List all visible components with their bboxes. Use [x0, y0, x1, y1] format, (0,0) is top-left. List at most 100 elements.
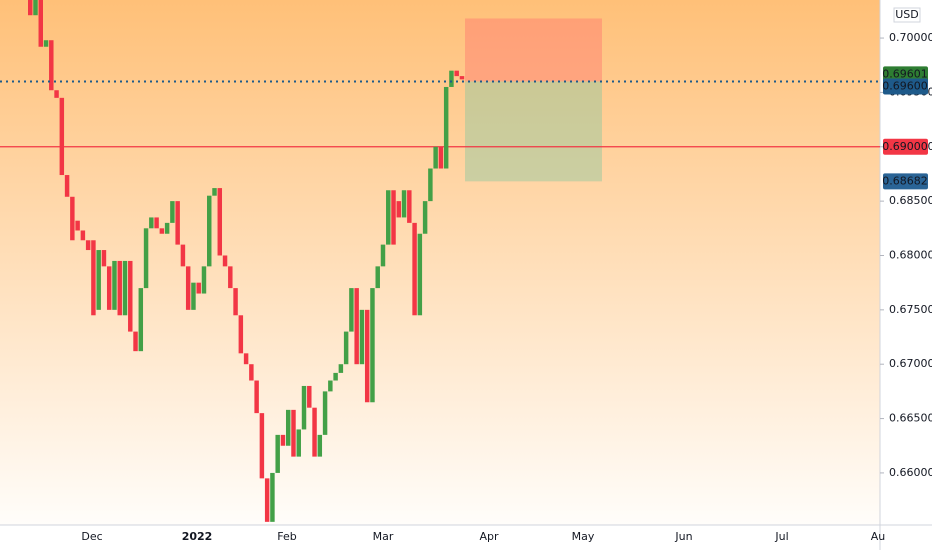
brick: [222, 255, 228, 267]
y-tick-label: 0.68000: [889, 248, 932, 261]
brick: [259, 413, 265, 479]
brick: [322, 391, 328, 435]
brick: [159, 228, 165, 234]
brick: [233, 288, 238, 316]
brick: [375, 266, 380, 289]
brick: [201, 266, 207, 294]
x-tick-label: Jun: [674, 530, 692, 543]
brick: [438, 146, 444, 169]
brick: [249, 364, 254, 381]
target-zone: [465, 18, 602, 82]
x-tick-label: Au: [871, 530, 886, 543]
brick: [417, 233, 423, 316]
brick: [59, 97, 65, 176]
brick: [143, 228, 149, 289]
brick: [422, 201, 428, 234]
brick: [33, 0, 38, 16]
brick: [412, 222, 417, 316]
brick: [386, 190, 391, 245]
brick: [80, 230, 86, 241]
price-label-box: [883, 78, 928, 95]
y-tick-label: 0.66000: [889, 466, 932, 479]
brick: [370, 288, 375, 403]
x-tick-label: May: [572, 530, 595, 543]
y-tick-label: 0.68500: [889, 194, 932, 207]
y-tick-label: 0.67500: [889, 303, 932, 316]
currency-box: [893, 7, 921, 23]
price-label-box: [883, 173, 928, 190]
price-label-box: [883, 138, 928, 155]
brick: [128, 260, 133, 332]
brick: [96, 250, 101, 310]
brick: [138, 288, 144, 352]
brick: [91, 240, 96, 316]
x-tick-label: Jul: [774, 530, 788, 543]
brick: [449, 70, 454, 87]
brick: [275, 434, 280, 473]
brick: [254, 380, 259, 414]
brick: [185, 266, 191, 310]
brick: [280, 434, 286, 446]
price-label: 0.68682: [882, 174, 928, 187]
brick: [291, 409, 296, 457]
brick: [301, 385, 307, 430]
x-tick-label: Feb: [277, 530, 296, 543]
brick: [207, 195, 212, 267]
y-tick-label: 0.67000: [889, 357, 932, 370]
brick: [364, 309, 370, 403]
brick: [122, 260, 128, 316]
brick: [238, 315, 244, 354]
brick: [117, 260, 122, 316]
x-tick-label: 2022: [182, 530, 213, 543]
brick: [312, 407, 317, 457]
brick: [75, 220, 80, 231]
brick: [228, 266, 233, 289]
brick: [175, 201, 180, 245]
brick: [38, 0, 43, 47]
brick: [459, 76, 465, 80]
brick: [243, 353, 249, 365]
price-label: 0.69600: [882, 80, 928, 93]
brick: [391, 190, 396, 245]
currency: USD: [895, 8, 919, 21]
brick: [396, 201, 402, 218]
brick: [54, 90, 59, 98]
brick: [296, 429, 301, 457]
brick: [112, 260, 117, 310]
brick: [333, 372, 338, 381]
brick: [49, 40, 54, 91]
brick: [212, 188, 217, 196]
brick: [133, 331, 138, 352]
price-label: 0.69601: [882, 67, 928, 80]
brick: [264, 478, 270, 522]
brick: [433, 146, 438, 169]
brick: [443, 86, 449, 169]
brick: [317, 434, 323, 457]
brick: [164, 222, 170, 234]
y-tick-label: 0.70000: [889, 31, 932, 44]
x-tick-label: Dec: [81, 530, 102, 543]
brick: [454, 70, 459, 77]
brick: [380, 244, 386, 267]
brick: [401, 190, 407, 218]
brick: [349, 288, 354, 332]
brick: [106, 266, 112, 310]
brick: [64, 175, 70, 197]
brick: [359, 309, 365, 365]
price-label-box: [883, 66, 928, 83]
x-tick-label: Apr: [479, 530, 499, 543]
brick: [217, 188, 223, 256]
y-tick-label: 0.66500: [889, 412, 932, 425]
brick: [70, 196, 75, 241]
brick: [407, 190, 412, 223]
brick: [285, 409, 291, 446]
brick: [328, 380, 333, 392]
brick: [196, 282, 201, 294]
brick: [180, 244, 186, 267]
brick: [101, 250, 107, 267]
brick: [85, 240, 91, 251]
stop-zone: [465, 81, 602, 182]
brick: [270, 472, 275, 522]
brick: [191, 282, 196, 310]
